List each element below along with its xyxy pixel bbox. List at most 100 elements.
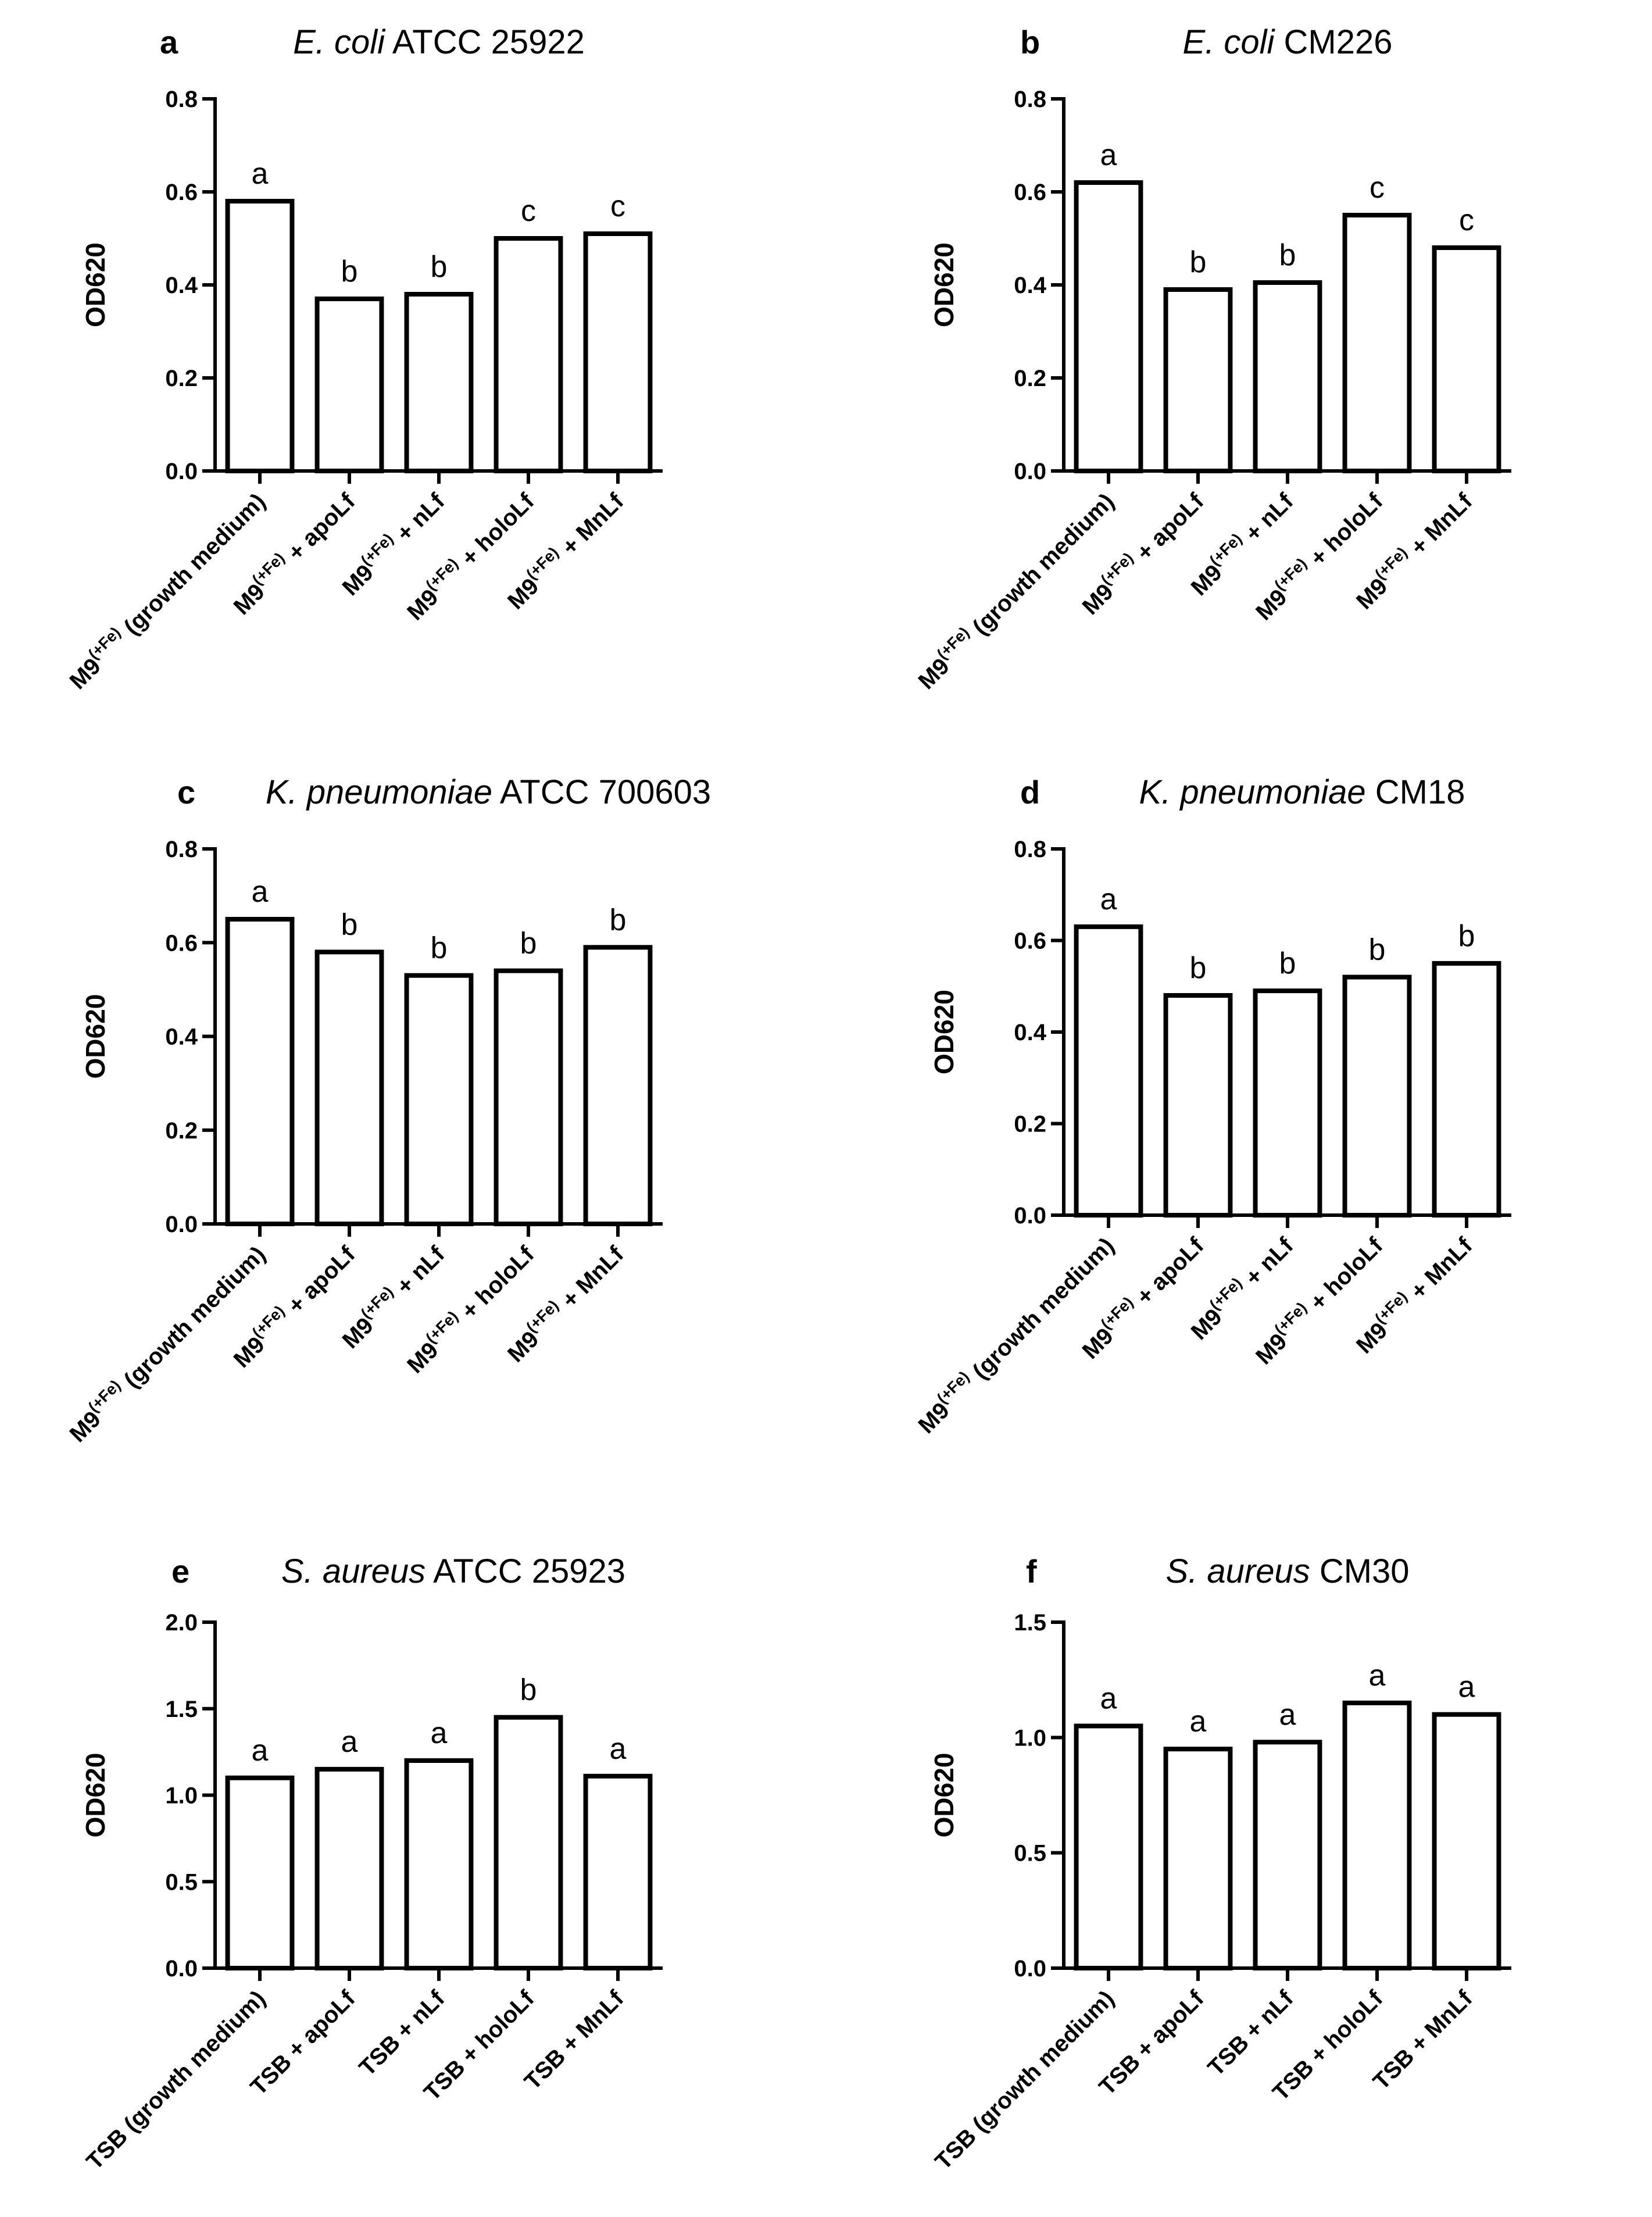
significance-letter: a — [1279, 1698, 1296, 1732]
y-tick-label: 0.8 — [165, 837, 198, 862]
bar-3 — [1253, 988, 1322, 1218]
bar-5 — [583, 945, 653, 1226]
x-category-label: TSB + nLf — [1203, 1986, 1298, 2081]
y-tick-label: 0.2 — [1014, 366, 1046, 391]
y-tick-label: 0.8 — [1014, 87, 1046, 112]
y-tick-label: 0.4 — [1014, 273, 1046, 298]
significance-letter: a — [1100, 883, 1117, 916]
bar-4 — [1342, 1700, 1412, 1970]
chart-title: S. aureus ATCC 25923 — [281, 1552, 625, 1590]
y-tick-label: 0.0 — [1014, 1203, 1046, 1229]
y-tick-label: 0.8 — [165, 87, 198, 112]
panel-letter: d — [1020, 774, 1040, 811]
y-tick-label: 0.2 — [1014, 1112, 1046, 1137]
significance-letter: a — [252, 157, 269, 191]
y-tick-label: 1.0 — [1014, 1725, 1046, 1751]
bar-1 — [1074, 1723, 1143, 1970]
y-tick-label: 0.5 — [1014, 1841, 1046, 1866]
bar-2 — [314, 1766, 384, 1970]
y-tick-label: 0.5 — [165, 1869, 198, 1895]
significance-letter: a — [341, 1725, 358, 1759]
panel-letter: f — [1026, 1553, 1037, 1590]
y-axis-label: OD620 — [929, 1753, 959, 1838]
bar-4 — [494, 1715, 563, 1970]
bar-5 — [1432, 245, 1501, 473]
x-category-label: M9(+Fe) (growth medium) — [911, 485, 1120, 694]
significance-letter: b — [610, 903, 627, 937]
y-tick-label: 0.4 — [165, 1024, 198, 1050]
chart-title: K. pneumoniae CM18 — [1139, 773, 1465, 811]
panel-letter: c — [177, 774, 195, 811]
significance-letter: b — [1458, 919, 1475, 953]
significance-letter: a — [610, 1732, 627, 1766]
bar-3 — [404, 1758, 474, 1970]
y-axis-label: OD620 — [929, 990, 959, 1074]
bar-3 — [1253, 1740, 1322, 1970]
bar-5 — [583, 231, 653, 473]
chart-panel-c: c K. pneumoniae ATCC 700603 0.0 0.2 0.4 0.6 0.… — [62, 773, 711, 1447]
significance-letter: a — [1100, 1682, 1117, 1716]
y-tick-label: 0.4 — [1014, 1020, 1046, 1045]
significance-letter: a — [252, 1734, 269, 1768]
y-tick-label: 1.0 — [165, 1783, 198, 1809]
y-tick-label: 0.6 — [165, 930, 198, 956]
chart-panel-a: a E. coli ATCC 25922 0.0 0.2 0.4 0.6 0.8 OD620 a… — [62, 23, 663, 694]
bar-4 — [1342, 974, 1412, 1218]
x-category-label: M9(+Fe) (growth medium) — [62, 485, 271, 694]
chart-panel-e: e S. aureus ATCC 25923 0.0 0.5 1.0 1.5 2.0 OD62… — [80, 1552, 663, 2175]
bar-2 — [314, 949, 384, 1226]
y-tick-label: 0.0 — [1014, 459, 1046, 484]
y-tick-label: 0.8 — [1014, 837, 1046, 862]
x-category-label: M9(+Fe) (growth medium) — [62, 1238, 271, 1447]
significance-letter: c — [1459, 204, 1474, 237]
y-axis-label: OD620 — [80, 994, 110, 1079]
y-tick-label: 0.2 — [165, 366, 198, 391]
significance-letter: a — [431, 1716, 448, 1750]
significance-letter: b — [1369, 933, 1386, 967]
x-category-label: M9(+Fe) (growth medium) — [911, 1230, 1120, 1438]
bar-4 — [494, 968, 563, 1226]
bar-2 — [1163, 287, 1233, 473]
significance-letter: a — [252, 875, 269, 909]
significance-letter: b — [431, 250, 448, 284]
significance-letter: a — [1458, 1670, 1475, 1704]
chart-title: E. coli CM226 — [1182, 23, 1392, 61]
significance-letter: b — [341, 255, 358, 288]
bar-2 — [314, 297, 384, 473]
significance-letter: b — [1190, 245, 1207, 279]
y-axis-label: OD620 — [80, 242, 110, 327]
significance-letter: c — [1369, 171, 1385, 205]
x-category-label: TSB (growth medium) — [81, 1986, 270, 2175]
significance-letter: b — [520, 1673, 537, 1707]
bar-5 — [1432, 961, 1501, 1218]
bar-4 — [494, 236, 563, 473]
significance-letter: c — [521, 194, 536, 228]
bar-1 — [225, 916, 295, 1226]
panel-letter: a — [160, 24, 178, 60]
y-tick-label: 0.6 — [1014, 929, 1046, 954]
y-tick-label: 0.0 — [165, 1212, 198, 1237]
y-axis-label: OD620 — [929, 242, 959, 327]
bar-3 — [404, 973, 474, 1226]
significance-letter: b — [1279, 947, 1296, 980]
significance-letter: a — [1190, 1705, 1207, 1738]
significance-letter: c — [610, 190, 625, 223]
y-tick-label: 0.0 — [165, 459, 198, 484]
significance-letter: b — [1190, 951, 1207, 985]
x-category-label: TSB + nLf — [354, 1986, 449, 2081]
y-tick-label: 0.6 — [1014, 180, 1046, 205]
bar-4 — [1342, 213, 1412, 473]
significance-letter: a — [1100, 138, 1117, 172]
y-tick-label: 2.0 — [165, 1610, 198, 1636]
panel-letter: b — [1020, 24, 1040, 60]
bar-1 — [1074, 924, 1143, 1218]
significance-letter: b — [1279, 238, 1296, 272]
bar-2 — [1163, 1747, 1233, 1971]
chart-panel-b: b E. coli CM226 0.0 0.2 0.4 0.6 0.8 OD620 a M9(+F… — [911, 23, 1511, 694]
bar-2 — [1163, 993, 1233, 1218]
significance-letter: b — [431, 931, 448, 965]
y-tick-label: 0.0 — [1014, 1956, 1046, 1982]
chart-panel-d: d K. pneumoniae CM18 0.0 0.2 0.4 0.6 0.8 OD620 a… — [911, 773, 1511, 1438]
chart-panel-f: f S. aureus CM30 0.0 0.5 1.0 1.5 OD620 a TSB (gr… — [929, 1552, 1511, 2175]
